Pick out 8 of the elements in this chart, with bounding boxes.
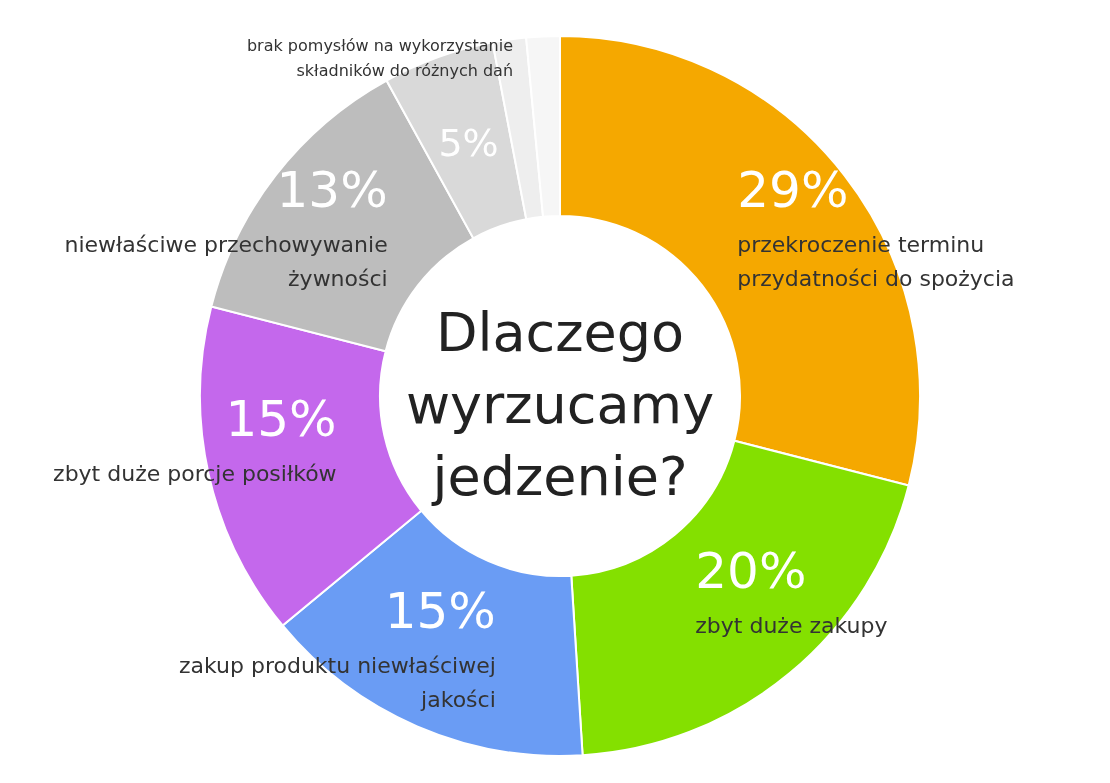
slice-label: brak pomysłów na wykorzystanie składników do różnych dań <box>246 36 514 81</box>
data-label: 15% <box>384 582 496 641</box>
slice-label: niewłaściwe przechowywanie żywności <box>64 232 388 292</box>
data-label: 13% <box>276 161 388 220</box>
text: Dlaczego wyrzucamy jedzenie? <box>405 301 715 508</box>
data-label: 29% <box>737 161 849 220</box>
data-label: 15% <box>225 389 337 448</box>
data-label: 20% <box>695 541 807 600</box>
